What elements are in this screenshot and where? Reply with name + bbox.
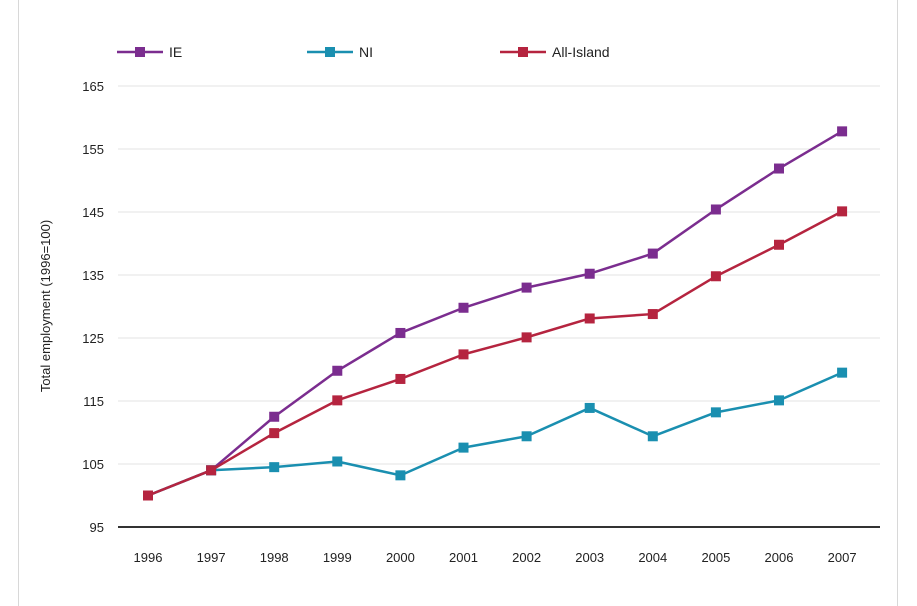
series-all-island [143, 206, 848, 501]
data-point-ni [584, 402, 595, 413]
data-point-ie [584, 268, 595, 279]
y-axis-title: Total employment (1996=100) [38, 220, 53, 392]
data-point-ie [521, 282, 532, 293]
data-point-all-island [584, 313, 595, 324]
x-tick-label: 2003 [575, 550, 604, 565]
data-point-ni [710, 407, 721, 418]
data-point-ie [395, 327, 406, 338]
data-point-all-island [710, 271, 721, 282]
x-tick-label: 2006 [765, 550, 794, 565]
series-line-all-island [147, 210, 843, 497]
series-lines [143, 126, 848, 501]
chart-frame [18, 0, 898, 606]
x-tick-label: 2002 [512, 550, 541, 565]
data-point-all-island [332, 395, 343, 406]
data-point-ie [269, 411, 280, 422]
y-tick-labels: 95 105 115 125 135 145 155 165 [82, 79, 104, 535]
gridlines [118, 85, 880, 465]
data-point-ni [837, 367, 848, 378]
y-tick-label: 105 [82, 457, 104, 472]
legend-marker [518, 47, 528, 57]
data-point-ie [837, 126, 848, 137]
series-line-ni [147, 371, 843, 497]
y-tick-label: 125 [82, 331, 104, 346]
data-point-all-island [269, 428, 280, 439]
series-ie [143, 126, 848, 501]
x-tick-label: 1998 [260, 550, 289, 565]
data-point-ni [332, 456, 343, 467]
x-tick-label: 1996 [134, 550, 163, 565]
data-point-all-island [143, 490, 153, 501]
data-point-all-island [206, 465, 217, 476]
series-ni [143, 367, 848, 501]
x-tick-label: 2004 [638, 550, 667, 565]
legend-item-all-island: All-Island [500, 44, 610, 60]
legend: IE NI All-Island [117, 44, 610, 60]
y-tick-label: 115 [83, 394, 104, 409]
x-tick-label: 2001 [449, 550, 478, 565]
data-point-ni [395, 470, 406, 481]
data-point-all-island [521, 332, 532, 343]
y-tick-label: 145 [82, 205, 104, 220]
data-point-ni [521, 431, 532, 442]
legend-label: NI [359, 44, 373, 60]
x-tick-label: 1999 [323, 550, 352, 565]
legend-marker [135, 47, 145, 57]
legend-label: All-Island [552, 44, 610, 60]
legend-item-ni: NI [307, 44, 373, 60]
data-point-ie [332, 365, 343, 376]
x-tick-label: 2000 [386, 550, 415, 565]
data-point-all-island [774, 239, 784, 250]
x-tick-label: 2005 [701, 550, 730, 565]
y-tick-label: 165 [82, 79, 104, 94]
data-point-ni [774, 395, 784, 406]
data-point-ni [458, 442, 469, 453]
data-point-ie [774, 163, 784, 174]
x-tick-labels: 1996 1997 1998 1999 2000 2001 2002 2003 2004 2005… [134, 550, 857, 565]
x-tick-label: 1997 [197, 550, 226, 565]
data-point-ni [647, 431, 658, 442]
y-tick-label: 155 [82, 142, 104, 157]
data-point-ie [458, 302, 469, 313]
data-point-ni [269, 462, 280, 473]
data-point-all-island [458, 349, 469, 360]
data-point-ie [647, 248, 658, 259]
legend-item-ie: IE [117, 44, 182, 60]
legend-marker [325, 47, 335, 57]
data-point-all-island [395, 373, 406, 384]
x-tick-label: 2007 [828, 550, 857, 565]
data-point-all-island [837, 206, 848, 217]
y-tick-label: 95 [90, 520, 104, 535]
y-tick-label: 135 [82, 268, 104, 283]
data-point-all-island [647, 309, 658, 320]
legend-label: IE [169, 44, 182, 60]
series-line-ie [147, 130, 843, 497]
data-point-ie [710, 204, 721, 215]
